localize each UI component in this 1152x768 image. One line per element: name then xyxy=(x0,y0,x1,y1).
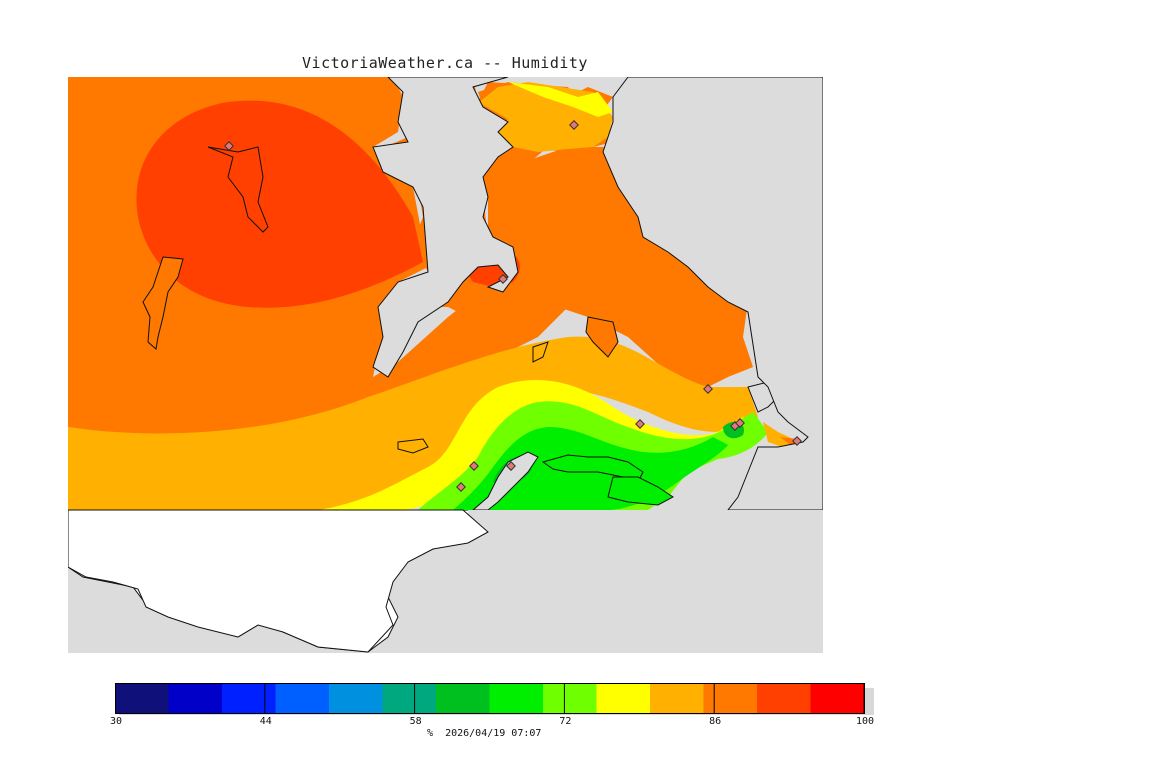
south-mainland-east xyxy=(68,509,489,653)
colorbar-band xyxy=(489,683,543,713)
humidity-field xyxy=(68,77,803,510)
station-marker[interactable] xyxy=(735,418,745,428)
station-marker[interactable] xyxy=(456,482,466,492)
colorbar-band xyxy=(222,683,276,713)
colorbar-tick-label: 100 xyxy=(855,716,875,727)
southern-water xyxy=(468,510,823,653)
colorbar-band xyxy=(275,683,329,713)
map-title: VictoriaWeather.ca -- Humidity xyxy=(302,54,588,72)
colorbar-tick-label: 86 xyxy=(709,716,722,727)
humidity-map[interactable] xyxy=(68,77,823,653)
colorbar-tick-label: 30 xyxy=(109,716,123,727)
colorbar-band xyxy=(757,683,811,713)
colorbar-band xyxy=(543,683,597,713)
water-features xyxy=(372,77,823,511)
station-marker[interactable] xyxy=(635,419,645,429)
colorbar-tick-label: 44 xyxy=(259,716,272,727)
station-marker[interactable] xyxy=(224,141,234,151)
station-marker[interactable] xyxy=(506,461,516,471)
colorbar-band xyxy=(810,683,864,713)
colorbar-svg xyxy=(115,683,874,715)
station-marker[interactable] xyxy=(469,461,479,471)
legend-footer: % 2026/04/19 07:07 xyxy=(427,728,541,739)
islands xyxy=(142,146,674,506)
timestamp: 2026/04/19 07:07 xyxy=(445,728,542,739)
colorbar-band xyxy=(596,683,650,713)
station-marker[interactable] xyxy=(498,274,508,284)
colorbar-band xyxy=(703,683,757,713)
unit-label: % xyxy=(427,728,434,739)
weather-stations[interactable] xyxy=(224,120,802,492)
station-marker[interactable] xyxy=(792,436,802,446)
station-marker[interactable] xyxy=(569,120,579,130)
colorbar-tick-label: 58 xyxy=(409,716,422,727)
colorbar-band xyxy=(382,683,436,713)
colorbar-tick-label: 72 xyxy=(559,716,572,727)
colorbar-band xyxy=(436,683,490,713)
colorbar-band xyxy=(329,683,383,713)
legend-colorbar: 30 44 58 72 86 100 xyxy=(110,683,875,727)
station-marker[interactable] xyxy=(703,384,713,394)
colorbar-band xyxy=(168,683,222,713)
colorbar-band xyxy=(115,683,169,713)
colorbar-band xyxy=(650,683,704,713)
